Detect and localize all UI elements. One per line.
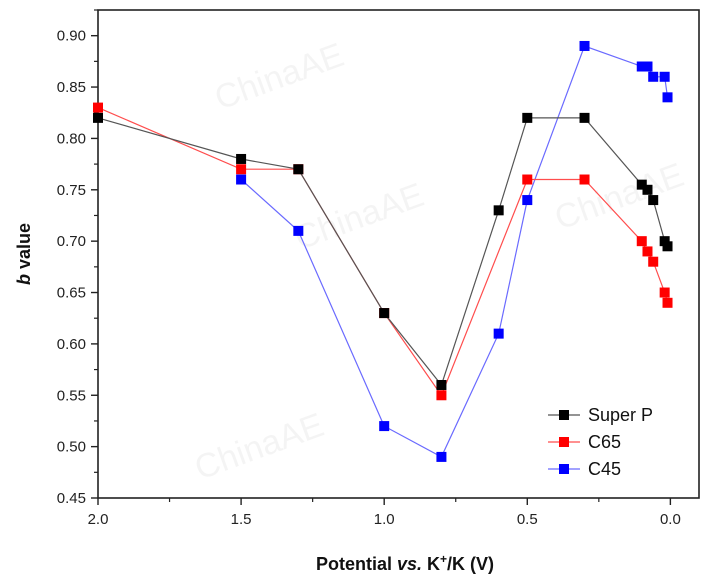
data-point <box>642 246 653 257</box>
data-point <box>579 112 590 123</box>
y-axis: 0.45 0.50 0.55 0.60 0.65 0.70 0.75 0.80 0.85 0.90 <box>57 9 98 507</box>
x-tick-label: 1.5 <box>231 511 252 528</box>
data-point <box>642 61 653 72</box>
data-point <box>659 236 670 247</box>
y-tick-label: 0.50 <box>57 439 86 456</box>
data-point <box>522 112 533 123</box>
x-axis-title: Potential vs. K+/K (V) <box>316 552 494 574</box>
y-tick-label: 0.45 <box>57 490 86 507</box>
data-point <box>648 71 659 82</box>
data-point <box>659 71 670 82</box>
data-point <box>236 164 247 175</box>
legend-marker <box>559 464 569 474</box>
svg-text:ChinaAE: ChinaAE <box>210 36 349 118</box>
legend: Super P C65 C45 <box>548 405 653 479</box>
svg-text:ChinaAE: ChinaAE <box>190 406 329 488</box>
data-point <box>662 92 673 103</box>
plot-frame <box>97 9 700 499</box>
data-point <box>579 174 590 185</box>
x-tick-label: 0.5 <box>517 511 538 528</box>
data-point <box>379 421 390 432</box>
data-point <box>293 225 304 236</box>
data-point <box>648 195 659 206</box>
series-c45 <box>236 40 673 462</box>
svg-text:ChinaAE: ChinaAE <box>290 176 429 258</box>
data-point <box>436 379 447 390</box>
data-point <box>493 205 504 216</box>
y-tick-label: 0.65 <box>57 285 86 302</box>
data-point <box>522 174 533 185</box>
legend-label: C45 <box>588 459 621 479</box>
data-point <box>636 61 647 72</box>
y-tick-label: 0.90 <box>57 28 86 45</box>
data-point <box>436 390 447 401</box>
x-tick-label: 2.0 <box>88 511 109 528</box>
legend-label: Super P <box>588 405 653 425</box>
data-point <box>659 287 670 298</box>
series-layer <box>93 40 673 462</box>
data-point <box>493 328 504 339</box>
y-tick-label: 0.85 <box>57 79 86 96</box>
data-point <box>636 179 647 190</box>
y-tick-label: 0.75 <box>57 182 86 199</box>
data-point <box>379 308 390 319</box>
data-point <box>93 102 103 113</box>
data-point <box>662 297 673 308</box>
svg-text:ChinaAE: ChinaAE <box>550 156 689 238</box>
legend-marker <box>559 410 569 420</box>
legend-marker <box>559 437 569 447</box>
x-tick-label: 0.0 <box>660 511 681 528</box>
y-tick-label: 0.80 <box>57 130 86 147</box>
series-line <box>97 117 669 387</box>
y-tick-label: 0.70 <box>57 233 86 250</box>
data-point <box>293 164 304 175</box>
y-tick-label: 0.60 <box>57 336 86 353</box>
y-tick-label: 0.55 <box>57 387 86 404</box>
series-c65 <box>93 102 673 401</box>
data-point <box>648 256 659 267</box>
data-point <box>236 153 247 164</box>
y-axis-title: b value <box>14 223 34 285</box>
data-point <box>636 236 647 247</box>
x-axis: 2.0 1.5 1.0 0.5 0.0 <box>88 498 681 528</box>
data-point <box>236 174 247 185</box>
data-point <box>93 112 103 123</box>
series-line <box>97 107 669 397</box>
x-tick-label: 1.0 <box>374 511 395 528</box>
data-point <box>436 451 447 462</box>
data-point <box>642 184 653 195</box>
data-point <box>522 195 533 206</box>
legend-label: C65 <box>588 432 621 452</box>
data-point <box>579 40 590 51</box>
data-point <box>662 241 673 252</box>
series-super-p <box>93 112 673 390</box>
